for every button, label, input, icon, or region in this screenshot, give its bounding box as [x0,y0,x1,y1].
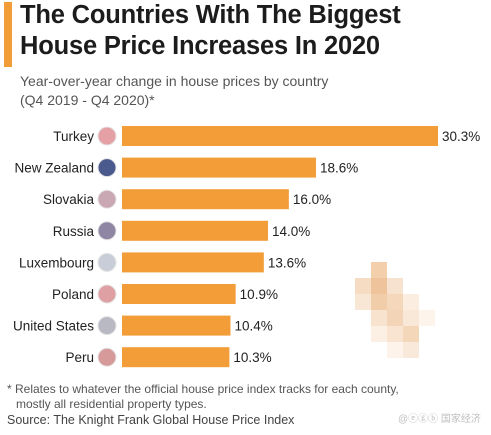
category-label-slovakia: Slovakia [43,192,95,207]
value-label-new-zealand: 18.6% [320,161,358,176]
category-label-new-zealand: New Zealand [14,161,94,176]
chart-subtitle-line-1: Year-over-year change in house prices by… [20,73,329,89]
bar-russia [122,220,269,241]
bar-turkey [122,126,438,146]
bar-new-zealand [122,157,316,178]
value-label-slovakia: 16.0% [293,192,331,207]
footnote-line-1: * Relates to whatever the official house… [7,382,399,396]
peru-flag-icon [97,347,117,367]
luxembourg-flag-icon [97,252,117,272]
value-label-russia: 14.0% [272,224,310,239]
slovakia-flag-icon [97,189,117,209]
chart-subtitle-line-2: (Q4 2019 - Q4 2020)* [20,92,155,108]
footnote: * Relates to whatever the official house… [7,382,477,412]
category-label-russia: Russia [53,224,95,239]
category-label-turkey: Turkey [53,129,94,144]
russia-flag-icon [97,221,117,241]
chart-title-line-2: House Price Increases In 2020 [20,32,380,60]
footnote-line-2: mostly all residential property types. [16,397,207,411]
category-label-united-states: United States [13,319,94,334]
chart-title: The Countries With The Biggest House Pri… [20,0,488,62]
category-label-peru: Peru [65,350,94,365]
turkey-flag-icon [97,126,117,146]
value-label-poland: 10.9% [240,287,278,302]
poland-flag-icon [97,284,117,304]
bar-poland [122,284,236,304]
watermark: @ⓔⓖⓑ 国家经济 [398,414,481,425]
bar-peru [122,347,230,368]
value-label-peru: 10.3% [233,350,271,365]
chart-subtitle: Year-over-year change in house prices by… [20,72,480,110]
value-label-luxembourg: 13.6% [268,255,306,270]
bar-united-states [122,315,231,336]
united-states-flag-icon [97,316,117,336]
bar-slovakia [122,189,289,210]
bar-luxembourg [122,252,264,273]
category-label-luxembourg: Luxembourg [19,255,94,270]
source-note: Source: The Knight Frank Global House Pr… [7,413,295,427]
value-label-united-states: 10.4% [234,319,272,334]
new-zealand-flag-icon [97,158,117,178]
value-label-turkey: 30.3% [442,129,480,144]
chart-title-line-1: The Countries With The Biggest [20,1,401,29]
category-label-poland: Poland [52,287,94,302]
title-accent-bar [4,2,12,67]
